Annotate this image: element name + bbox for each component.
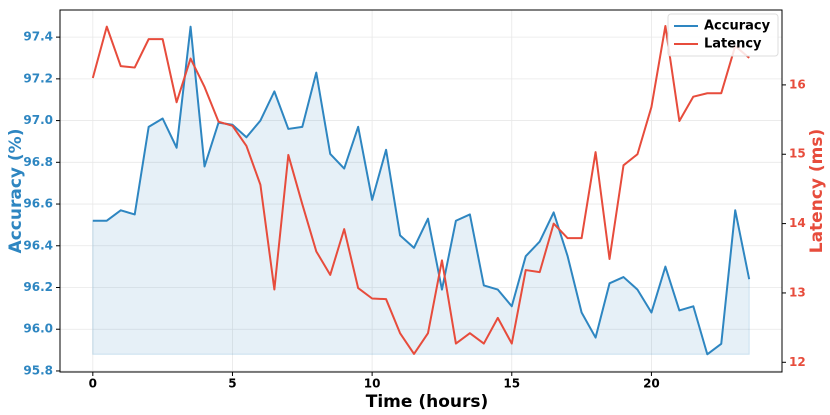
- legend-label: Accuracy: [704, 19, 771, 34]
- line: [91, 24, 750, 355]
- y-tick-label: 96.2: [23, 280, 53, 294]
- y-tick-label: 96.0: [23, 322, 53, 336]
- y-tick-label: 97.4: [23, 30, 53, 44]
- x-tick-label: 0: [89, 377, 97, 391]
- legend-box: [667, 13, 779, 57]
- y-tick-label: 96.4: [23, 238, 53, 252]
- y-tick-label: 96.8: [23, 155, 53, 169]
- y2-tick-label: 12: [789, 355, 806, 369]
- y2-tick-label: 16: [789, 77, 806, 91]
- y-tick-label: 95.8: [23, 363, 53, 377]
- legend-label: Latency: [704, 37, 762, 52]
- y-tick-label: 97.0: [23, 113, 53, 127]
- y2-tick-label: 14: [789, 216, 806, 230]
- plot-frame: [59, 9, 783, 373]
- x-tick-label: 20: [643, 377, 660, 391]
- x-tick-label: 10: [364, 377, 381, 391]
- y2-axis-label: Latency (ms): [807, 129, 827, 254]
- y-tick-label: 96.6: [23, 197, 53, 211]
- y-tick-label: 97.2: [23, 71, 53, 85]
- line: [92, 25, 751, 356]
- x-tick-label: 15: [503, 377, 520, 391]
- y2-tick-label: 15: [789, 147, 806, 161]
- y-axis-label: Accuracy (%): [6, 129, 26, 254]
- y2-tick-label: 13: [789, 285, 806, 299]
- x-tick-label: 5: [228, 377, 236, 391]
- area-fill: [92, 26, 750, 356]
- x-axis-label: Time (hours): [366, 392, 489, 412]
